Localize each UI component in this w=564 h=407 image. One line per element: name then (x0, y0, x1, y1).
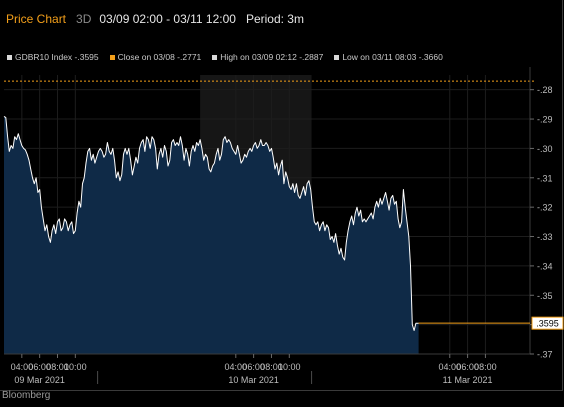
legend-item-low: Low on 03/11 08:03 -.3660 (334, 52, 443, 62)
price-line (3, 115, 419, 331)
y-tick-label: -.34 (537, 261, 553, 271)
x-tick-label: 10:00 (64, 362, 87, 372)
last-price-box (531, 316, 564, 330)
y-tick-label: -.31 (537, 173, 553, 183)
legend-label-low: Low on 03/11 08:03 -.3660 (342, 52, 443, 62)
x-tick-label: 10:00 (278, 362, 301, 372)
x-tick-label: 04:00 (438, 362, 461, 372)
legend-item-high: High on 03/09 02:12 -.2887 (212, 52, 323, 62)
chart-title[interactable]: Price Chart (6, 12, 67, 26)
y-axis: -.28-.29-.30-.31-.32-.33-.34-.35-.36-.37 (529, 67, 553, 360)
x-tick-label: 08:00 (46, 362, 69, 372)
legend-swatch-high (212, 54, 218, 60)
legend-item-close: Close on 03/08 -.2771 (109, 52, 202, 62)
legend-swatch-close (109, 54, 115, 60)
y-tick-label: -.30 (537, 144, 553, 154)
price-area-fill (4, 116, 419, 355)
day-label: 10 Mar 2021 (228, 375, 279, 385)
x-tick-label: 04:00 (225, 362, 248, 372)
y-tick-label: -.29 (537, 115, 553, 125)
chart-frame (0, 0, 563, 391)
y-tick-label: -.33 (537, 232, 553, 242)
date-range[interactable]: 03/09 02:00 - 03/11 12:00 (99, 12, 236, 26)
y-tick-label: -.35 (537, 291, 553, 301)
period-label[interactable]: Period: 3m (245, 12, 304, 26)
y-tick-label: -.37 (537, 350, 553, 360)
chart-header: Price Chart 3D 03/09 02:00 - 03/11 12:00… (6, 11, 304, 27)
legend-swatch-low (334, 54, 340, 60)
y-tick-label: -.32 (537, 203, 553, 213)
day-label: 11 Mar 2021 (443, 375, 493, 385)
x-tick-label: 06:00 (242, 362, 265, 372)
y-tick-label: -.28 (537, 85, 553, 95)
legend-label-close: Close on 03/08 -.2771 (117, 52, 202, 62)
last-price-label: .3595 (536, 319, 559, 329)
x-tick-label: 08:00 (474, 362, 497, 372)
day-label: 09 Mar 2021 (14, 375, 65, 385)
x-tick-label: 08:00 (260, 362, 283, 372)
x-tick-label: 04:00 (11, 362, 34, 372)
timeframe-label[interactable]: 3D (76, 12, 92, 26)
last-price-tag: .3595 (418, 316, 564, 330)
legend-swatch-index (7, 54, 12, 60)
legend-label-high: High on 03/09 02:12 -.2887 (220, 52, 324, 62)
x-tick-label: 06:00 (28, 362, 51, 372)
chart-legend: GDBR10 Index -.3595 Close on 03/08 -.277… (7, 51, 454, 63)
brand-label: Bloomberg (2, 390, 51, 401)
legend-item-index: GDBR10 Index -.3595 (7, 52, 99, 62)
legend-label-index: GDBR10 Index -.3595 (15, 52, 99, 62)
x-tick-label: 06:00 (456, 362, 479, 372)
